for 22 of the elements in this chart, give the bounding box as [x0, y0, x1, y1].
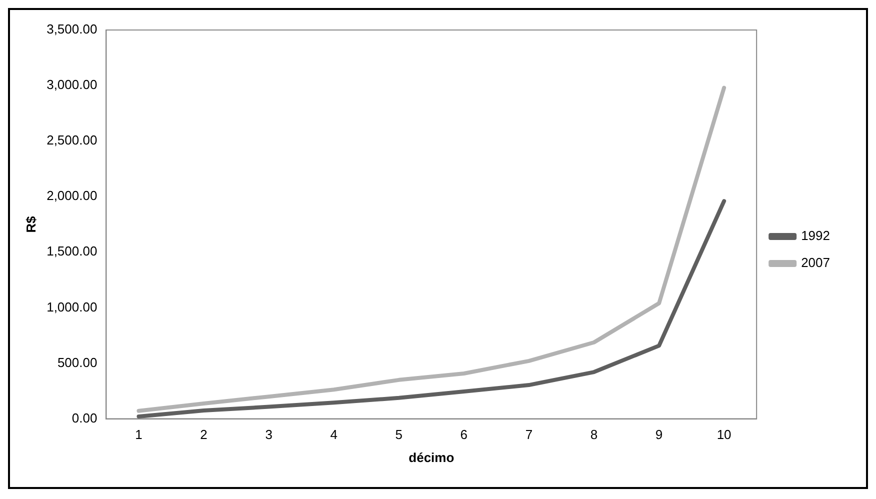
y-tick-label: 1,500.00 [46, 244, 98, 259]
x-tick-label: 5 [395, 427, 402, 442]
y-tick-label: 500.00 [57, 354, 98, 370]
x-tick-label: 9 [655, 427, 663, 442]
x-tick-label: 8 [590, 427, 598, 442]
x-tick-label: 3 [265, 427, 272, 442]
x-tick-label: 10 [716, 427, 732, 442]
legend-label: 1992 [801, 228, 830, 244]
y-tick-label: 3,500.00 [46, 22, 98, 37]
legend-label: 2007 [801, 255, 830, 270]
x-tick-label: 6 [460, 427, 468, 442]
y-tick-label: 3,000.00 [46, 77, 98, 92]
y-tick-label: 2,500.00 [46, 132, 98, 148]
x-tick-label: 1 [135, 427, 142, 442]
x-tick-label: 2 [200, 427, 208, 442]
y-tick-label: 0.00 [72, 410, 98, 426]
x-tick-label: 7 [525, 427, 533, 442]
x-tick-label: 4 [330, 427, 338, 442]
y-axis-title: R$ [23, 215, 38, 233]
y-tick-label: 2,000.00 [46, 188, 98, 204]
y-tick-label: 1,000.00 [46, 299, 98, 314]
x-axis-title: décimo [408, 450, 454, 465]
